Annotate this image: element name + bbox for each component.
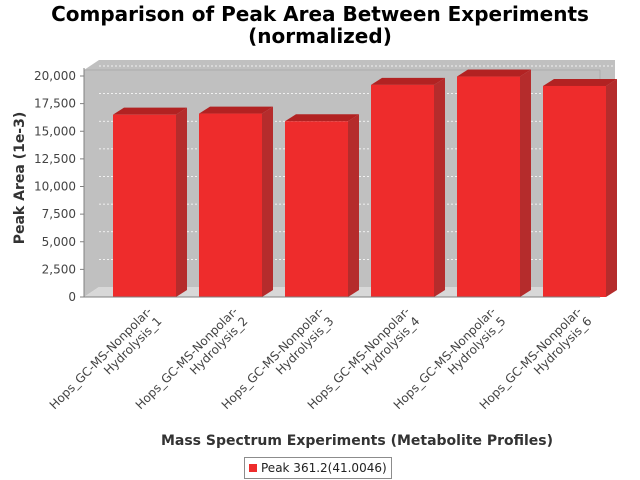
bar-top xyxy=(371,77,445,85)
bar-top xyxy=(113,107,187,115)
y-tick-label: 5,000 xyxy=(42,235,76,249)
bar-front xyxy=(457,76,520,298)
bar-top xyxy=(285,114,359,122)
y-tick-label: 10,000 xyxy=(34,180,76,194)
bar xyxy=(199,106,273,297)
bar-side xyxy=(176,107,187,297)
bar-top xyxy=(543,78,617,86)
bar xyxy=(371,77,445,297)
y-tick-label: 12,500 xyxy=(34,152,76,166)
chart-title-line-2: (normalized) xyxy=(248,24,392,48)
bar-side xyxy=(606,78,617,297)
legend: Peak 361.2(41.0046) xyxy=(244,457,392,479)
bar-front xyxy=(285,121,348,298)
bar-front xyxy=(199,113,262,297)
y-axis-label: Peak Area (1e-3) xyxy=(12,112,28,245)
bar-side xyxy=(520,69,531,298)
legend-series-label: Peak 361.2(41.0046) xyxy=(261,461,387,475)
y-tick-label: 7,500 xyxy=(42,207,76,221)
legend-swatch xyxy=(249,464,257,472)
x-axis-label: Mass Spectrum Experiments (Metabolite Pr… xyxy=(161,433,553,449)
bar xyxy=(113,107,187,297)
bar-front xyxy=(371,84,434,297)
y-axis-ticks: 0 2,500 5,000 7,500 10,000 12,500 15,000 17,500… xyxy=(34,68,600,304)
bars xyxy=(113,69,617,298)
bar-side xyxy=(348,114,359,298)
bar-front xyxy=(113,114,176,297)
bar-side xyxy=(434,77,445,297)
bar xyxy=(457,69,531,298)
y-tick-label: 17,500 xyxy=(34,97,76,111)
bar-front xyxy=(543,85,606,297)
chart-title-line-1: Comparison of Peak Area Between Experime… xyxy=(51,2,589,26)
y-tick-label: 20,000 xyxy=(34,69,76,83)
y-tick-label: 2,500 xyxy=(42,262,76,276)
y-tick-label: 15,000 xyxy=(34,124,76,138)
x-axis-ticks: Hops_GC-MS-Nonpolar-Hydrolysis_1Hops_GC-… xyxy=(47,304,595,412)
bar xyxy=(285,114,359,298)
bar-side xyxy=(262,106,273,297)
bar-top xyxy=(457,69,531,77)
bar-top xyxy=(199,106,273,114)
bar xyxy=(543,78,617,297)
y-tick-label: 0 xyxy=(68,290,76,304)
